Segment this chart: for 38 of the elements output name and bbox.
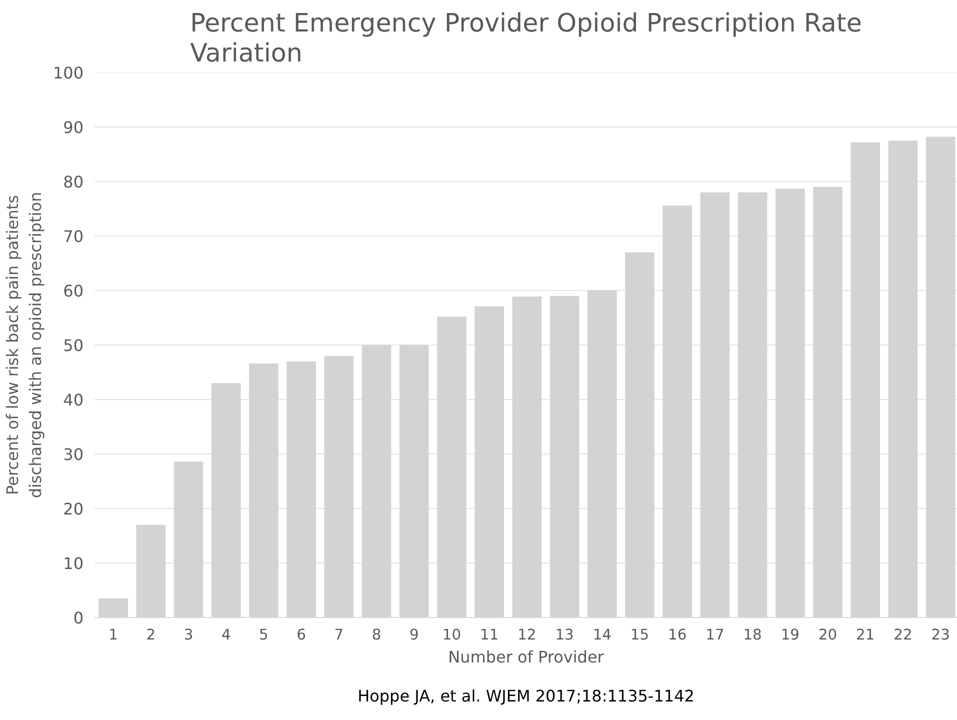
x-tick-label: 23 [931, 626, 950, 644]
x-tick-label: 3 [184, 626, 194, 644]
y-tick-label: 50 [63, 336, 84, 355]
x-tick-label: 14 [592, 626, 612, 644]
y-tick-label: 70 [63, 227, 84, 246]
y-axis-title: Percent of low risk back pain patients discharged with an opioid prescription [3, 192, 45, 498]
x-tick-label: 18 [743, 626, 762, 644]
x-tick-label: 6 [296, 626, 306, 644]
x-tick-label: 17 [706, 626, 724, 644]
x-tick-label: 19 [780, 626, 800, 644]
x-tick-label: 16 [668, 626, 687, 644]
chart-title: Percent Emergency Provider Opioid Prescription Rate Variation [190, 8, 862, 68]
x-tick-label: 9 [409, 626, 419, 644]
x-axis-title: Number of Provider [448, 648, 604, 666]
y-tick-label: 60 [63, 282, 84, 300]
x-tick-label: 11 [480, 626, 499, 644]
x-tick-label: 10 [442, 626, 462, 644]
y-tick-label: 80 [63, 172, 84, 192]
y-tick-label: 0 [73, 608, 84, 628]
y-tick-label: 100 [52, 64, 84, 82]
x-tick-label: 1 [108, 626, 118, 644]
x-tick-label: 20 [818, 626, 838, 644]
x-tick-label: 4 [221, 626, 231, 644]
x-tick-label: 12 [518, 626, 536, 644]
x-tick-label: 7 [334, 626, 344, 644]
text: Hoppe JA, et al. WJEM 2017;18:1135-1142 [358, 686, 694, 706]
x-tick-label: 2 [146, 626, 156, 644]
y-tick-label: 40 [63, 390, 84, 410]
x-tick-label: 5 [259, 626, 268, 644]
x-tick-label: 15 [630, 626, 650, 644]
x-tick-label: 21 [856, 626, 875, 644]
x-tick-label: 13 [555, 626, 574, 644]
y-tick-label: 90 [63, 118, 84, 137]
y-tick-label: 20 [63, 500, 84, 518]
x-tick-label: 8 [372, 626, 382, 644]
y-tick-label: 30 [63, 445, 84, 464]
x-tick-label: 22 [894, 626, 912, 644]
y-tick-label: 10 [63, 554, 84, 573]
